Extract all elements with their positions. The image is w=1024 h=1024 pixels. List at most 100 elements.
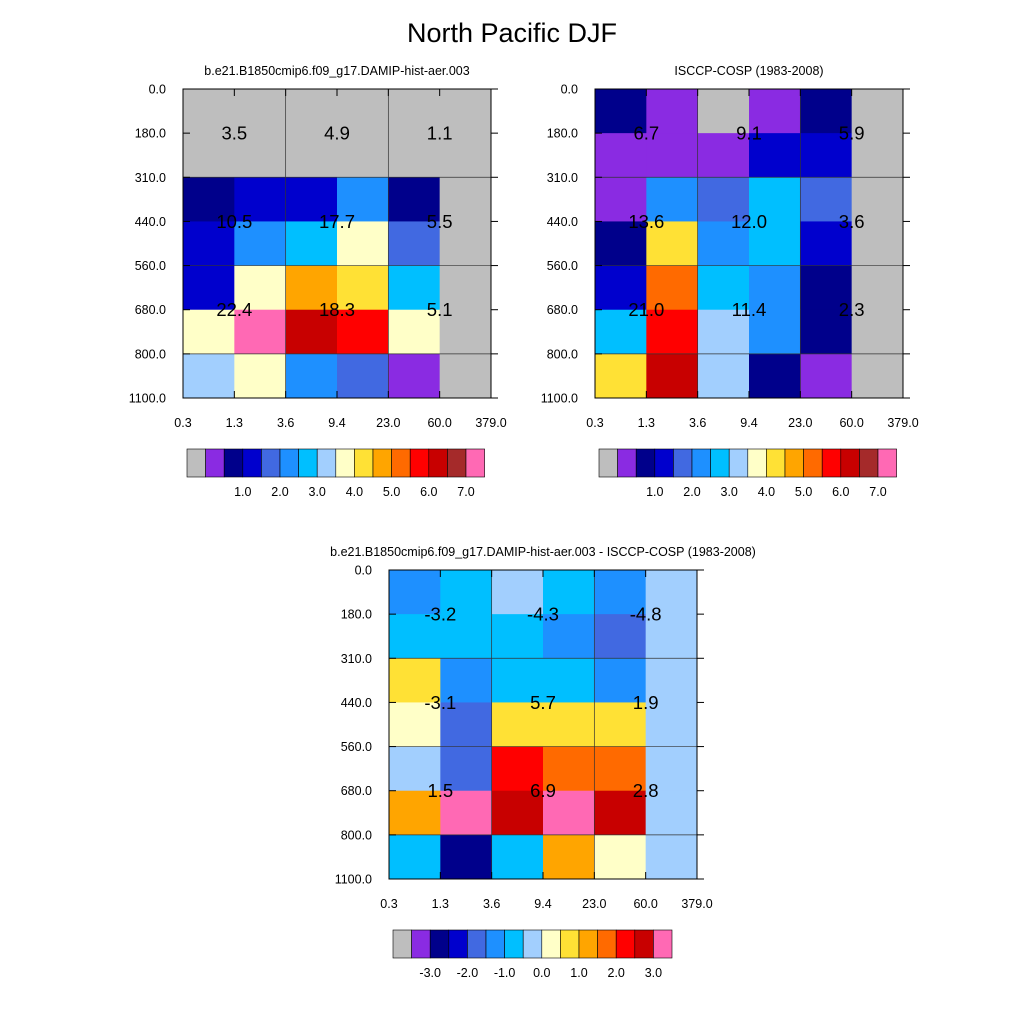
heatmap-cell [389, 570, 441, 615]
heatmap-cell [388, 221, 441, 267]
colorbar-label: -2.0 [457, 966, 479, 980]
heatmap-cell [697, 177, 750, 222]
colorbar-label: -1.0 [494, 966, 516, 980]
heatmap-cell [595, 221, 647, 267]
colorbar-swatch [654, 448, 674, 478]
x-tick-label: 1.3 [638, 416, 655, 430]
colorbar-swatch [467, 929, 487, 959]
x-tick-label: 9.4 [740, 416, 757, 430]
cell-value-label: 5.7 [530, 692, 556, 713]
heatmap-cell [851, 353, 904, 399]
y-tick-label: 310.0 [341, 652, 372, 666]
colorbar-label: -3.0 [419, 966, 441, 980]
y-tick-label: 1100.0 [129, 392, 166, 406]
heatmap-cell [594, 790, 647, 836]
y-tick-label: 800.0 [547, 347, 578, 361]
x-tick-label: 60.0 [839, 416, 863, 430]
heatmap-cell [645, 570, 698, 615]
x-tick-label: 379.0 [681, 897, 712, 911]
heatmap-cell [646, 133, 699, 178]
heatmap-cell [749, 89, 801, 134]
y-tick-label: 680.0 [547, 303, 578, 317]
colorbar-swatch [522, 929, 543, 959]
heatmap-cell [337, 133, 389, 178]
heatmap-cell [646, 89, 699, 134]
x-tick-label: 379.0 [475, 416, 506, 430]
heatmap-cell [183, 265, 235, 311]
heatmap-cell [749, 133, 801, 178]
cell-value-label: 5.1 [427, 299, 453, 320]
x-tick-label: 3.6 [689, 416, 706, 430]
heatmap-cell [389, 790, 441, 836]
colorbar-swatch [617, 448, 637, 478]
heatmap-cell [800, 353, 853, 399]
heatmap-cell [851, 309, 904, 355]
x-tick-label: 23.0 [376, 416, 400, 430]
cell-value-label: 3.5 [221, 123, 247, 144]
panel-model: 0.3 1.3 3.6 9.4 23.0 60.0 379.0 0.0 180.0 310.0 44… [129, 64, 507, 499]
x-tick-label: 0.3 [380, 897, 397, 911]
heatmap-cell [183, 133, 235, 178]
colorbar-swatch [409, 448, 430, 478]
heatmap-cell [337, 309, 389, 355]
cell-value-label: 22.4 [216, 299, 252, 320]
colorbar-swatch [691, 448, 711, 478]
colorbar-swatch [316, 448, 337, 478]
heatmap-cell [595, 133, 647, 178]
colorbar-label: 6.0 [420, 485, 437, 499]
panel-diff: 0.3 1.3 3.6 9.4 23.0 60.0 379.0 0.0 180.0 310.0 44… [330, 545, 756, 980]
y-tick-label: 680.0 [135, 303, 166, 317]
heatmap-cell [183, 309, 235, 355]
heatmap-cell [491, 746, 544, 792]
colorbar-label: 3.0 [309, 485, 326, 499]
cell-value-label: 5.9 [839, 123, 865, 144]
colorbar-swatch [766, 448, 786, 478]
colorbar-swatch [447, 448, 467, 478]
heatmap-cell [285, 353, 338, 399]
cell-value-label: 3.6 [839, 211, 865, 232]
heatmap-cell [645, 614, 698, 659]
colorbar-swatch [428, 448, 448, 478]
colorbar-swatch [821, 448, 842, 478]
figure-title: North Pacific DJF [406, 18, 618, 48]
colorbar-swatch [578, 929, 598, 959]
heatmap-cell [285, 309, 338, 355]
cell-value-label: 21.0 [628, 299, 664, 320]
x-tick-label: 3.6 [277, 416, 294, 430]
colorbar-label: 6.0 [832, 485, 849, 499]
heatmap-cell [543, 702, 595, 748]
heatmap-cell [440, 790, 493, 836]
heatmap-cell [595, 353, 647, 399]
cell-value-label: 12.0 [731, 211, 767, 232]
heatmap-cell [543, 570, 595, 615]
cell-value-label: 10.5 [216, 211, 252, 232]
heatmap-cell [749, 309, 801, 355]
x-tick-label: 379.0 [887, 416, 918, 430]
colorbar-label: 3.0 [721, 485, 738, 499]
y-tick-label: 1100.0 [541, 392, 578, 406]
heatmap-cell [697, 353, 750, 399]
heatmap-cell [645, 834, 698, 880]
heatmap-cell [285, 89, 338, 134]
heatmap-cell [234, 353, 287, 399]
heatmap-cell [491, 570, 544, 615]
y-tick-label: 440.0 [135, 215, 166, 229]
panel-title: ISCCP-COSP (1983-2008) [674, 64, 823, 78]
x-tick-label: 9.4 [534, 897, 551, 911]
heatmap-cell [337, 221, 389, 267]
colorbar-label: 5.0 [795, 485, 812, 499]
colorbar-swatch [635, 448, 656, 478]
cell-value-label: 1.9 [633, 692, 659, 713]
cell-value-label: 1.1 [427, 123, 453, 144]
heatmap-cell [543, 834, 595, 880]
cell-value-label: -3.1 [424, 692, 456, 713]
colorbar-label: 7.0 [457, 485, 474, 499]
y-tick-label: 560.0 [341, 740, 372, 754]
y-tick-label: 440.0 [341, 696, 372, 710]
colorbar-swatch [186, 448, 206, 478]
colorbar-label: 7.0 [869, 485, 886, 499]
cell-value-label: -3.2 [424, 604, 456, 625]
x-tick-label: 23.0 [582, 897, 606, 911]
y-tick-label: 180.0 [135, 127, 166, 141]
x-tick-label: 1.3 [432, 897, 449, 911]
